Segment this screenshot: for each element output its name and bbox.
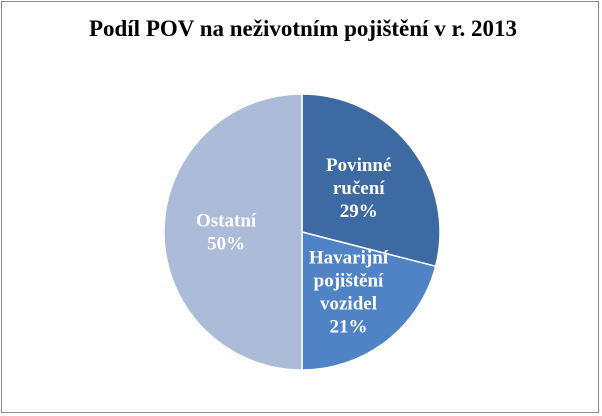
pie-slice-2 bbox=[163, 93, 303, 371]
pie-slice-1 bbox=[301, 231, 437, 371]
data-label-0: Povinné ručení 29% bbox=[326, 155, 391, 222]
data-label-value: 21% bbox=[330, 317, 368, 338]
data-label-1: Havarijní pojištění vozidel 21% bbox=[309, 248, 389, 338]
data-label-value: 29% bbox=[340, 201, 378, 222]
data-label-category: Havarijní bbox=[309, 248, 389, 269]
data-label-value: 50% bbox=[207, 234, 245, 255]
data-label-category: Ostatní bbox=[196, 211, 257, 232]
data-label-2: Ostatní 50% bbox=[196, 211, 257, 255]
data-label-category: ručení bbox=[333, 178, 385, 199]
data-label-category: Povinné bbox=[326, 155, 391, 176]
data-label-category: vozidel bbox=[320, 294, 377, 315]
chart-title: Podíl POV na neživotním pojištění v r. 2… bbox=[88, 16, 518, 41]
pie-slice-0 bbox=[301, 93, 441, 268]
data-label-category: pojištění bbox=[314, 271, 384, 292]
